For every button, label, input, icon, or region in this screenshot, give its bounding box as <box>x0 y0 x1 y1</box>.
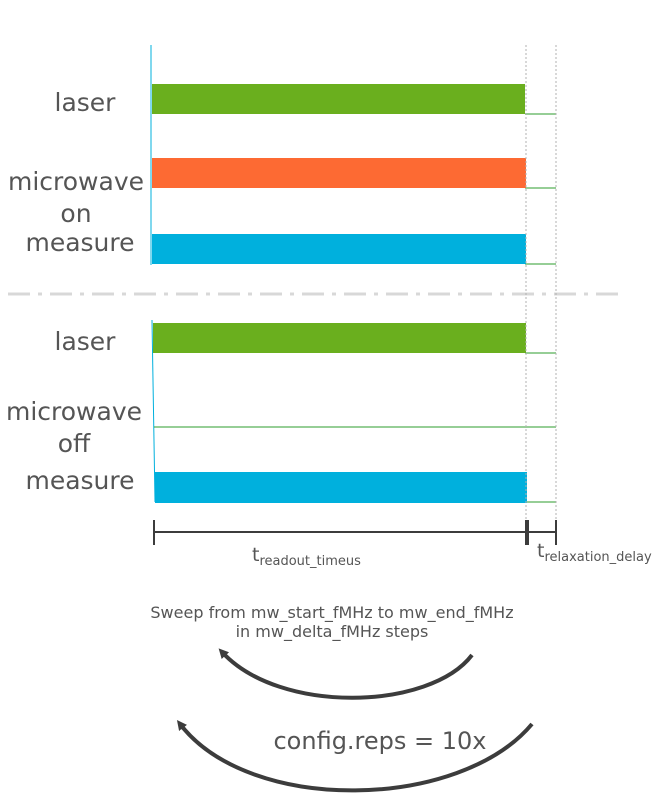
curved-arrow-icon <box>218 648 474 700</box>
microwave-pulse <box>152 158 526 188</box>
readout-time-label: treadout_timeus <box>252 544 361 569</box>
sweep-description: Sweep from mw_start_fMHz to mw_end_fMHz … <box>110 603 554 641</box>
time-subscript: readout_timeus <box>259 554 361 569</box>
section-microwave-on <box>150 45 556 265</box>
curved-arrow-icon <box>176 720 534 793</box>
laser-pulse <box>152 84 525 114</box>
row-label-microwave-off: microwave off <box>4 396 144 460</box>
row-label-line: on <box>60 199 92 228</box>
row-label-line: microwave <box>7 167 144 196</box>
row-label-measure: measure <box>25 466 135 495</box>
row-label-laser: laser <box>54 88 116 117</box>
relaxation-time-label: trelaxation_delay <box>537 540 652 565</box>
row-label-line: off <box>57 429 91 458</box>
measure-pulse <box>152 234 526 264</box>
timing-bracket <box>153 520 557 545</box>
time-base: t <box>537 540 545 562</box>
laser-pulse <box>153 323 526 353</box>
row-label-line: microwave <box>5 397 142 426</box>
row-label-microwave-on: microwave on <box>6 166 146 230</box>
reps-label: config.reps = 10x <box>273 727 487 755</box>
sweep-line-1: Sweep from mw_start_fMHz to mw_end_fMHz <box>150 603 514 622</box>
time-subscript: relaxation_delay <box>544 550 652 565</box>
start-line <box>151 319 156 503</box>
section-microwave-off <box>151 319 556 503</box>
measure-pulse <box>155 472 527 503</box>
sweep-line-2: in mw_delta_fMHz steps <box>235 622 429 641</box>
row-label-laser: laser <box>54 327 116 356</box>
row-label-measure: measure <box>25 228 135 257</box>
time-base: t <box>252 544 260 566</box>
